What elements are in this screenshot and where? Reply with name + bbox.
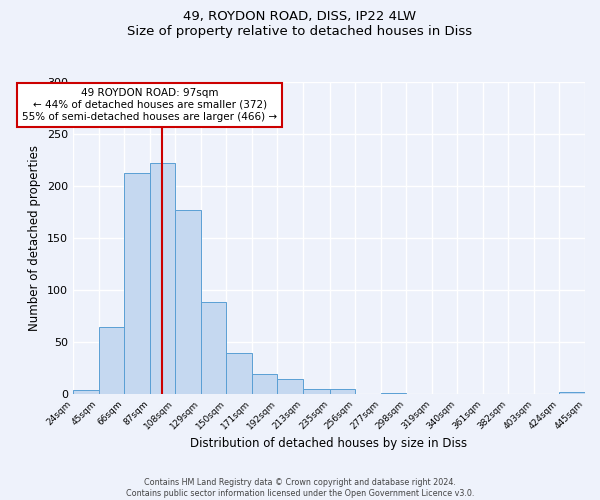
Text: Contains HM Land Registry data © Crown copyright and database right 2024.
Contai: Contains HM Land Registry data © Crown c… — [126, 478, 474, 498]
Y-axis label: Number of detached properties: Number of detached properties — [28, 145, 41, 331]
Text: 49 ROYDON ROAD: 97sqm
← 44% of detached houses are smaller (372)
55% of semi-det: 49 ROYDON ROAD: 97sqm ← 44% of detached … — [22, 88, 277, 122]
Text: 49, ROYDON ROAD, DISS, IP22 4LW
Size of property relative to detached houses in : 49, ROYDON ROAD, DISS, IP22 4LW Size of … — [127, 10, 473, 38]
Bar — [329, 390, 355, 394]
Bar — [559, 392, 585, 394]
Bar — [149, 163, 175, 394]
Bar — [124, 172, 149, 394]
Bar — [226, 353, 252, 395]
Bar — [175, 210, 200, 394]
Bar — [252, 374, 277, 394]
Bar — [200, 302, 226, 394]
Bar — [98, 327, 124, 394]
Bar — [277, 379, 303, 394]
Bar — [73, 390, 98, 394]
Bar — [303, 390, 329, 394]
X-axis label: Distribution of detached houses by size in Diss: Distribution of detached houses by size … — [190, 437, 467, 450]
